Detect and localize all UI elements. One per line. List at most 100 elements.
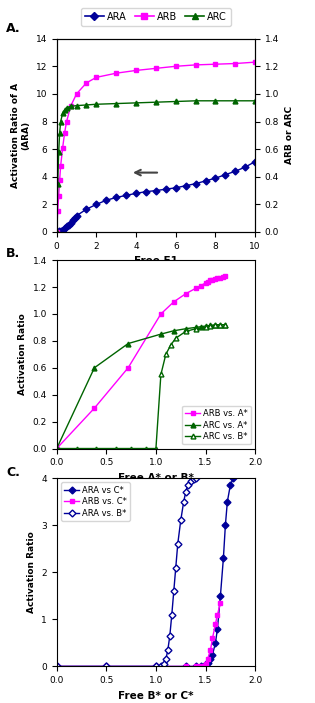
ARC <box>214 96 217 105</box>
ARA vs C* <box>154 662 158 671</box>
ARA <box>75 212 78 220</box>
ARA <box>124 191 128 200</box>
ARA vs. B* <box>174 563 178 572</box>
ARA vs. B* <box>192 475 196 484</box>
ARB vs. A* <box>224 272 227 280</box>
ARB vs. A* <box>55 444 59 453</box>
ARA <box>114 193 118 202</box>
ARC vs. B* <box>154 444 158 453</box>
ARC <box>75 101 78 110</box>
ARA vs C* <box>206 659 209 667</box>
ARA vs C* <box>219 592 222 600</box>
ARA <box>194 179 198 188</box>
ARC vs. B* <box>194 325 198 333</box>
ARA <box>164 185 168 193</box>
ARC vs. B* <box>114 444 118 453</box>
ARB <box>94 73 98 82</box>
ARA <box>105 196 108 205</box>
ARA vs. B* <box>176 540 180 548</box>
Text: C.: C. <box>6 466 20 479</box>
ARB <box>75 90 78 98</box>
ARA vs C* <box>228 481 232 489</box>
ARB <box>233 59 237 67</box>
ARB <box>55 228 59 236</box>
X-axis label: Free E1: Free E1 <box>134 257 178 266</box>
ARC <box>58 129 61 137</box>
ARB vs. C* <box>55 662 59 671</box>
ARA vs. B* <box>105 662 108 671</box>
ARB <box>114 69 118 77</box>
ARC vs. B* <box>129 444 133 453</box>
ARA <box>84 205 88 214</box>
ARA vs C* <box>215 624 219 633</box>
Line: ARC vs. A*: ARC vs. A* <box>54 322 228 451</box>
ARC <box>63 105 66 114</box>
ARC vs. B* <box>219 321 222 329</box>
ARB <box>154 64 158 72</box>
ARC <box>114 99 118 108</box>
ARB <box>214 60 217 68</box>
ARC <box>154 98 158 106</box>
ARB vs. A* <box>214 275 217 283</box>
ARC vs. A* <box>159 330 163 338</box>
ARC vs. B* <box>144 444 148 453</box>
ARC vs. B* <box>203 323 207 332</box>
ARA vs. B* <box>182 498 186 506</box>
ARA <box>134 189 138 198</box>
ARB <box>63 129 66 137</box>
ARC vs. A* <box>199 323 203 331</box>
ARC vs. B* <box>209 322 212 330</box>
ARA <box>55 228 59 236</box>
Y-axis label: Activation Ratio: Activation Ratio <box>27 531 36 613</box>
ARA vs C* <box>221 554 225 562</box>
Text: A.: A. <box>6 22 21 35</box>
Line: ARB vs. C*: ARB vs. C* <box>54 600 223 669</box>
ARC <box>69 102 72 110</box>
ARC <box>65 103 69 112</box>
Line: ARA: ARA <box>54 159 258 234</box>
ARA <box>233 167 237 176</box>
ARA vs. B* <box>168 631 172 640</box>
ARC vs. A* <box>55 444 59 453</box>
ARA vs. B* <box>170 610 174 619</box>
ARC vs. B* <box>214 321 217 330</box>
ARA vs C* <box>214 638 217 647</box>
ARA <box>67 221 71 229</box>
ARB vs. C* <box>206 655 209 664</box>
ARB <box>84 79 88 87</box>
ARA vs C* <box>226 498 229 506</box>
ARB vs. A* <box>209 276 212 285</box>
ARC <box>56 179 60 188</box>
ARC vs. A* <box>219 321 222 329</box>
Y-axis label: Activation Ratio: Activation Ratio <box>18 314 27 395</box>
ARC vs. A* <box>126 340 130 348</box>
ARA vs C* <box>55 662 59 671</box>
ARA <box>203 176 207 185</box>
Line: ARB vs. A*: ARB vs. A* <box>54 274 228 451</box>
ARA <box>71 216 74 224</box>
Text: B.: B. <box>6 247 20 260</box>
ARB vs. A* <box>194 284 198 292</box>
ARB vs. C* <box>203 659 207 668</box>
ARC <box>61 109 65 117</box>
Legend: ARA vs C*, ARB vs. C*, ARA vs. B*: ARA vs C*, ARB vs. C*, ARA vs. B* <box>61 482 130 521</box>
ARC vs. A* <box>224 321 227 329</box>
ARA vs C* <box>209 655 212 664</box>
ARC vs. B* <box>169 341 173 349</box>
ARB <box>56 207 60 216</box>
Line: ARB: ARB <box>54 60 258 234</box>
ARB vs. C* <box>194 662 198 671</box>
ARB vs. A* <box>159 310 163 318</box>
ARB vs. C* <box>219 599 222 607</box>
ARA vs C* <box>105 662 108 671</box>
Line: ARC vs. B*: ARC vs. B* <box>54 322 228 451</box>
Y-axis label: Activation Ratio of A
(ARA): Activation Ratio of A (ARA) <box>10 83 30 188</box>
ARA vs. B* <box>194 474 198 482</box>
ARC vs. A* <box>214 321 217 329</box>
ARA vs. B* <box>186 481 190 489</box>
ARA <box>69 219 72 227</box>
ARA vs. B* <box>162 660 166 669</box>
ARB vs. A* <box>172 297 176 306</box>
ARC vs. A* <box>184 325 188 333</box>
ARA <box>94 200 98 209</box>
